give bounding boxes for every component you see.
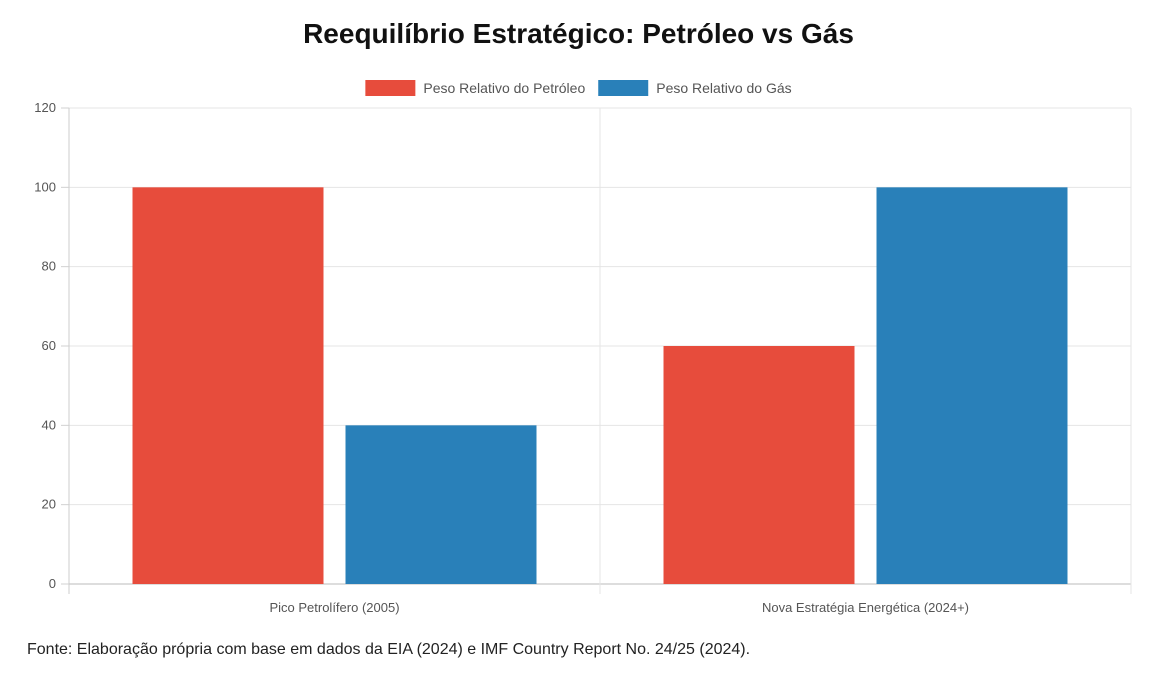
y-tick-label: 20 (42, 497, 56, 512)
y-tick-label: 40 (42, 417, 56, 432)
bars (132, 187, 1068, 585)
axes: 0 20 40 60 80 100 120 Pico Petrolífero (2005) No… (34, 100, 969, 615)
chart-title: Reequilíbrio Estratégico: Petróleo vs Gá… (303, 18, 854, 49)
x-tick-label: Pico Petrolífero (2005) (269, 600, 399, 615)
y-tick-label: 80 (42, 259, 56, 274)
y-tick-label: 60 (42, 338, 56, 353)
bar[interactable] (345, 425, 537, 584)
y-tick-label: 0 (49, 576, 56, 591)
bar[interactable] (132, 187, 324, 585)
bar[interactable] (663, 346, 855, 584)
legend-swatch[interactable] (365, 80, 416, 96)
bar[interactable] (876, 187, 1068, 585)
legend-swatch[interactable] (598, 80, 649, 96)
legend: Peso Relativo do Petróleo Peso Relativo d… (365, 80, 792, 96)
x-tick-label: Nova Estratégia Energética (2024+) (762, 600, 969, 615)
source-note: Fonte: Elaboração própria com base em da… (27, 641, 751, 658)
legend-label: Peso Relativo do Petróleo (423, 80, 585, 96)
legend-label: Peso Relativo do Gás (656, 80, 791, 96)
y-tick-label: 120 (34, 100, 56, 115)
y-tick-label: 100 (34, 179, 56, 194)
